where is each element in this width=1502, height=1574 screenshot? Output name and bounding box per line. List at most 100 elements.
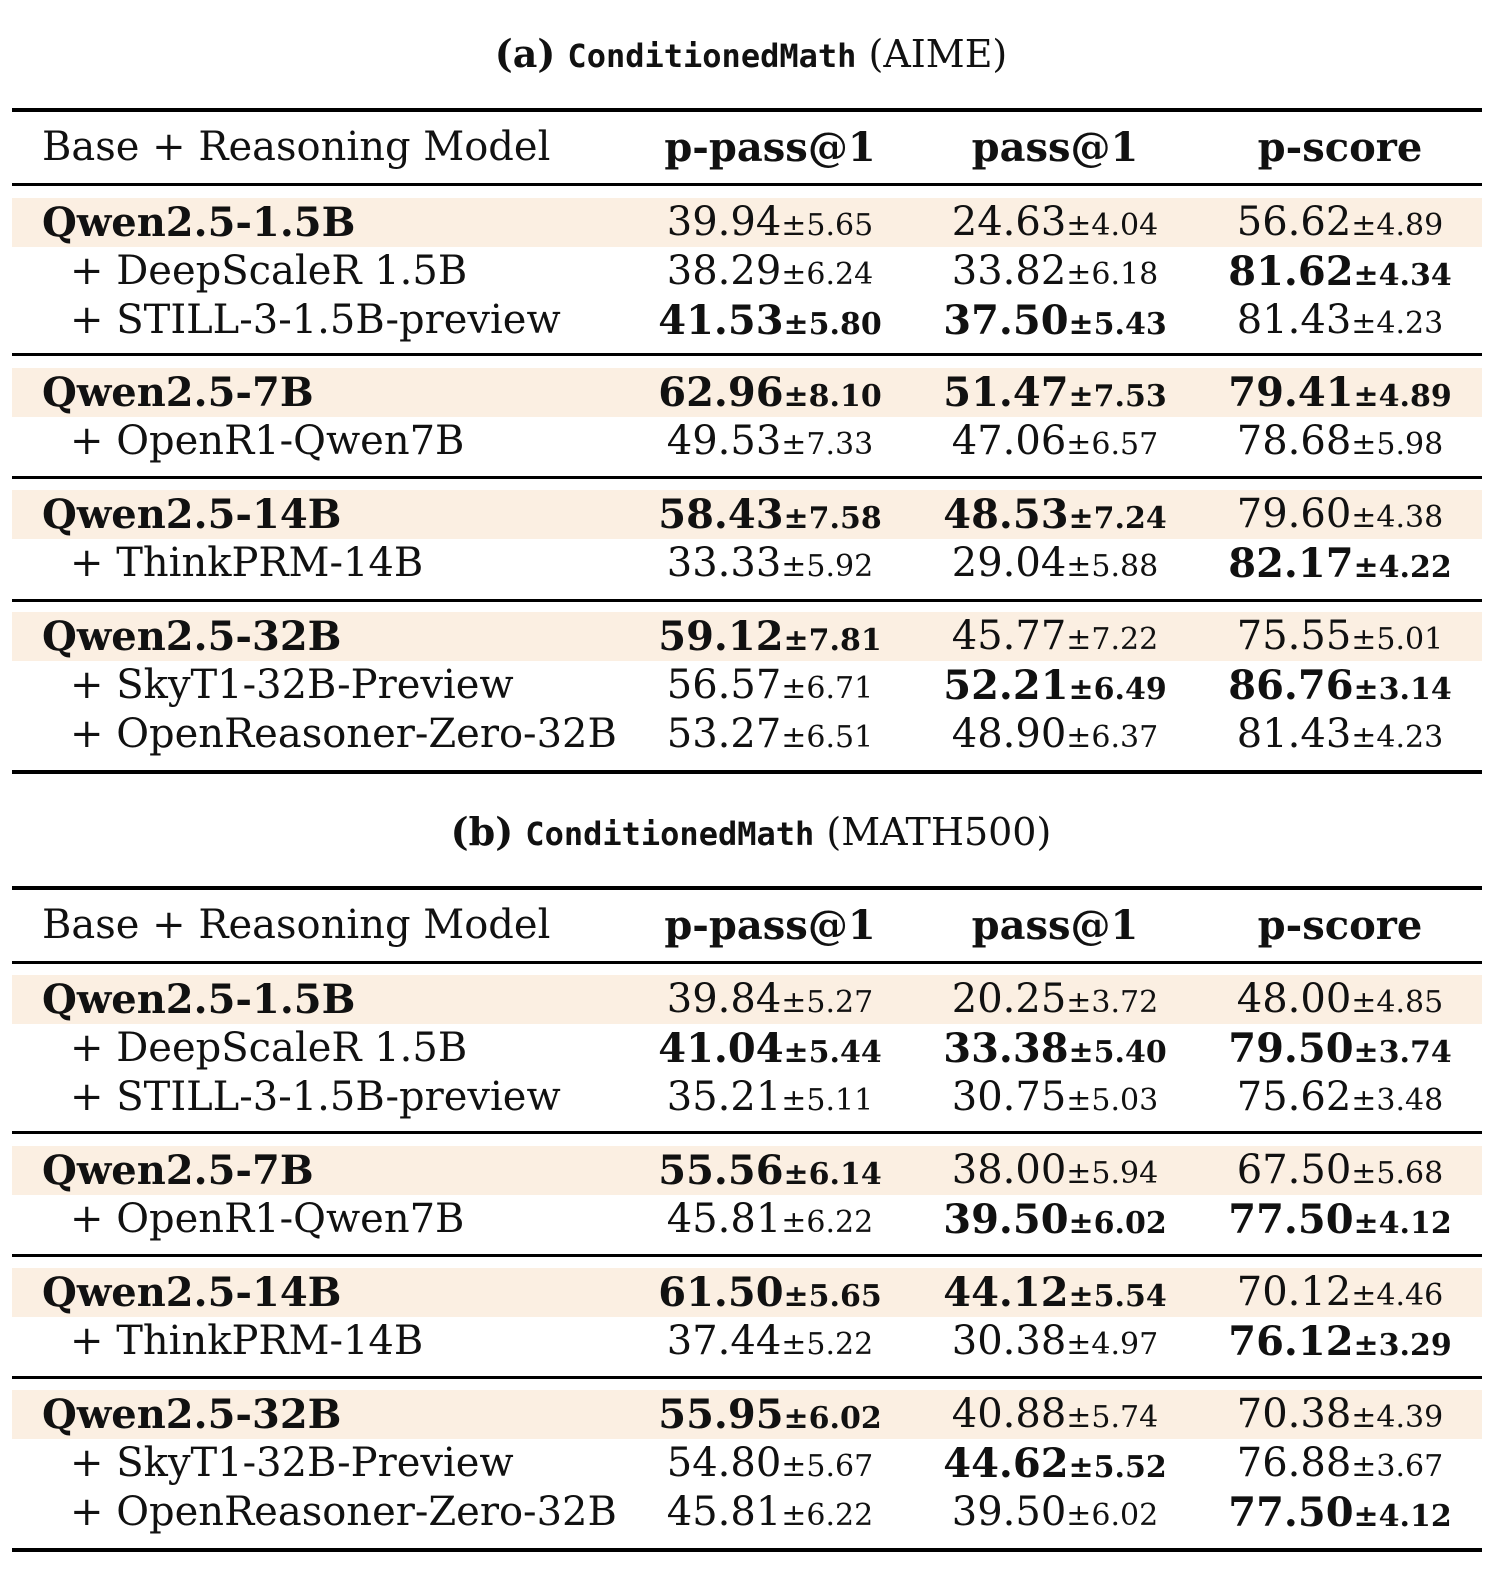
metric-mean: 76.12 (1228, 1318, 1354, 1365)
metric-cell: 39.94±5.65 (620, 198, 920, 250)
metric-std: ±6.14 (783, 1157, 882, 1192)
metric-mean: 33.82 (951, 248, 1067, 294)
header-model: Base + Reasoning Model (42, 124, 551, 170)
base-model-row: Qwen2.5-1.5B 39.94±5.65 24.63±4.04 56.62±4.… (12, 198, 1482, 247)
metric-mean: 82.17 (1228, 540, 1354, 587)
metric-std: ±4.39 (1351, 1400, 1444, 1435)
metric-mean: 55.56 (658, 1147, 784, 1194)
metric-mean: 56.62 (1236, 199, 1352, 245)
metric-mean: 67.50 (1236, 1147, 1352, 1193)
metric-cell: 20.25±3.72 (905, 975, 1205, 1027)
metric-cell: 77.50±4.12 (1190, 1488, 1490, 1541)
group-rule (12, 476, 1482, 479)
reasoning-model-row: + SkyT1-32B-Preview 56.57±6.71 52.21±6.49 8… (12, 661, 1482, 710)
metric-std: ±5.92 (781, 549, 874, 584)
model-name: + SkyT1-32B-Preview (70, 662, 514, 708)
metric-mean: 52.21 (943, 662, 1069, 709)
reasoning-model-row: + ThinkPRM-14B 37.44±5.22 30.38±4.97 76.12±… (12, 1317, 1482, 1366)
metric-cell: 79.60±4.38 (1190, 490, 1490, 542)
metric-std: ±5.03 (1066, 1083, 1159, 1118)
metric-cell: 33.82±6.18 (905, 247, 1205, 299)
base-model-row: Qwen2.5-14B 58.43±7.58 48.53±7.24 79.60±4.3… (12, 490, 1482, 539)
metric-cell: 45.81±6.22 (620, 1488, 920, 1540)
metric-mean: 38.29 (666, 248, 782, 294)
top-rule (12, 886, 1482, 890)
metric-mean: 79.60 (1236, 491, 1352, 537)
metric-cell: 38.29±6.24 (620, 247, 920, 299)
metric-mean: 77.50 (1228, 1489, 1354, 1536)
metric-std: ±5.65 (781, 208, 874, 243)
metric-std: ±5.11 (781, 1083, 874, 1118)
metric-cell: 44.62±5.52 (905, 1439, 1205, 1492)
metric-mean: 56.57 (666, 662, 782, 708)
reasoning-model-row: + OpenR1-Qwen7B 45.81±6.22 39.50±6.02 77.50… (12, 1195, 1482, 1244)
reasoning-model-row: + OpenR1-Qwen7B 49.53±7.33 47.06±6.57 78.68… (12, 417, 1482, 466)
metric-std: ±3.74 (1353, 1035, 1452, 1070)
metric-cell: 75.62±3.48 (1190, 1073, 1490, 1125)
metric-cell: 48.53±7.24 (905, 490, 1205, 543)
metric-std: ±5.54 (1068, 1279, 1167, 1314)
reasoning-model-row: + ThinkPRM-14B 33.33±5.92 29.04±5.88 82.17±… (12, 539, 1482, 588)
metric-std: ±4.85 (1351, 985, 1444, 1020)
metric-std: ±5.68 (1351, 1156, 1444, 1191)
metric-cell: 48.00±4.85 (1190, 975, 1490, 1027)
metric-mean: 77.50 (1228, 1196, 1354, 1243)
metric-cell: 56.57±6.71 (620, 661, 920, 713)
metric-mean: 47.06 (951, 418, 1067, 464)
metric-mean: 38.00 (951, 1147, 1067, 1193)
base-model-row: Qwen2.5-7B 62.96±8.10 51.47±7.53 79.41±4.89 (12, 368, 1482, 417)
metric-mean: 33.33 (666, 540, 782, 586)
metric-mean: 70.12 (1236, 1269, 1352, 1315)
caption-label: (b) (450, 809, 514, 854)
caption-benchmark: (AIME) (868, 32, 1008, 76)
metric-mean: 45.77 (951, 613, 1067, 659)
metric-cell: 86.76±3.14 (1190, 661, 1490, 714)
metric-std: ±4.04 (1066, 208, 1159, 243)
base-model-row: Qwen2.5-1.5B 39.84±5.27 20.25±3.72 48.00±4.… (12, 975, 1482, 1024)
header-rule (12, 961, 1482, 964)
metric-std: ±3.29 (1353, 1328, 1452, 1363)
metric-std: ±4.23 (1351, 306, 1444, 341)
base-model-row: Qwen2.5-32B 59.12±7.81 45.77±7.22 75.55±5.0… (12, 612, 1482, 661)
metric-std: ±5.44 (783, 1035, 882, 1070)
metric-std: ±6.37 (1066, 720, 1159, 755)
metric-mean: 41.04 (658, 1025, 784, 1072)
metric-std: ±5.22 (781, 1327, 874, 1362)
metric-std: ±5.80 (783, 307, 882, 342)
metric-cell: 76.88±3.67 (1190, 1439, 1490, 1491)
metric-mean: 81.43 (1236, 297, 1352, 343)
metric-mean: 35.21 (666, 1074, 782, 1120)
metric-std: ±5.65 (783, 1279, 882, 1314)
header-metric-1: p-pass@1 (664, 124, 876, 171)
metric-mean: 39.50 (943, 1196, 1069, 1243)
metric-std: ±5.98 (1351, 427, 1444, 462)
metric-cell: 29.04±5.88 (905, 539, 1205, 591)
metric-std: ±4.23 (1351, 720, 1444, 755)
metric-mean: 37.50 (943, 297, 1069, 344)
group-rule (12, 599, 1482, 602)
model-name: + OpenReasoner-Zero-32B (70, 1489, 617, 1535)
reasoning-model-row: + DeepScaleR 1.5B 38.29±6.24 33.82±6.18 81.… (12, 247, 1482, 296)
header-row: Base + Reasoning Model p-pass@1 pass@1 p-sc… (12, 890, 1482, 960)
metric-mean: 20.25 (951, 976, 1067, 1022)
metric-cell: 55.56±6.14 (620, 1146, 920, 1199)
metric-std: ±6.57 (1066, 427, 1159, 462)
header-rule (12, 183, 1482, 186)
header-metric-3: p-score (1257, 124, 1423, 171)
metric-std: ±5.40 (1068, 1035, 1167, 1070)
metric-cell: 81.43±4.23 (1190, 296, 1490, 348)
model-name: Qwen2.5-32B (42, 613, 342, 660)
model-name: Qwen2.5-14B (42, 491, 342, 538)
metric-cell: 41.04±5.44 (620, 1024, 920, 1077)
model-name: + SkyT1-32B-Preview (70, 1440, 514, 1486)
metric-std: ±6.02 (1068, 1206, 1167, 1241)
metric-std: ±5.27 (781, 985, 874, 1020)
metric-mean: 62.96 (658, 369, 784, 416)
header-metric-2: pass@1 (971, 902, 1139, 949)
metric-cell: 81.62±4.34 (1190, 247, 1490, 300)
metric-cell: 40.88±5.74 (905, 1390, 1205, 1442)
model-name: + ThinkPRM-14B (70, 540, 424, 586)
model-name: Qwen2.5-7B (42, 1147, 314, 1194)
metric-cell: 48.90±6.37 (905, 710, 1205, 762)
metric-std: ±6.22 (781, 1498, 874, 1533)
